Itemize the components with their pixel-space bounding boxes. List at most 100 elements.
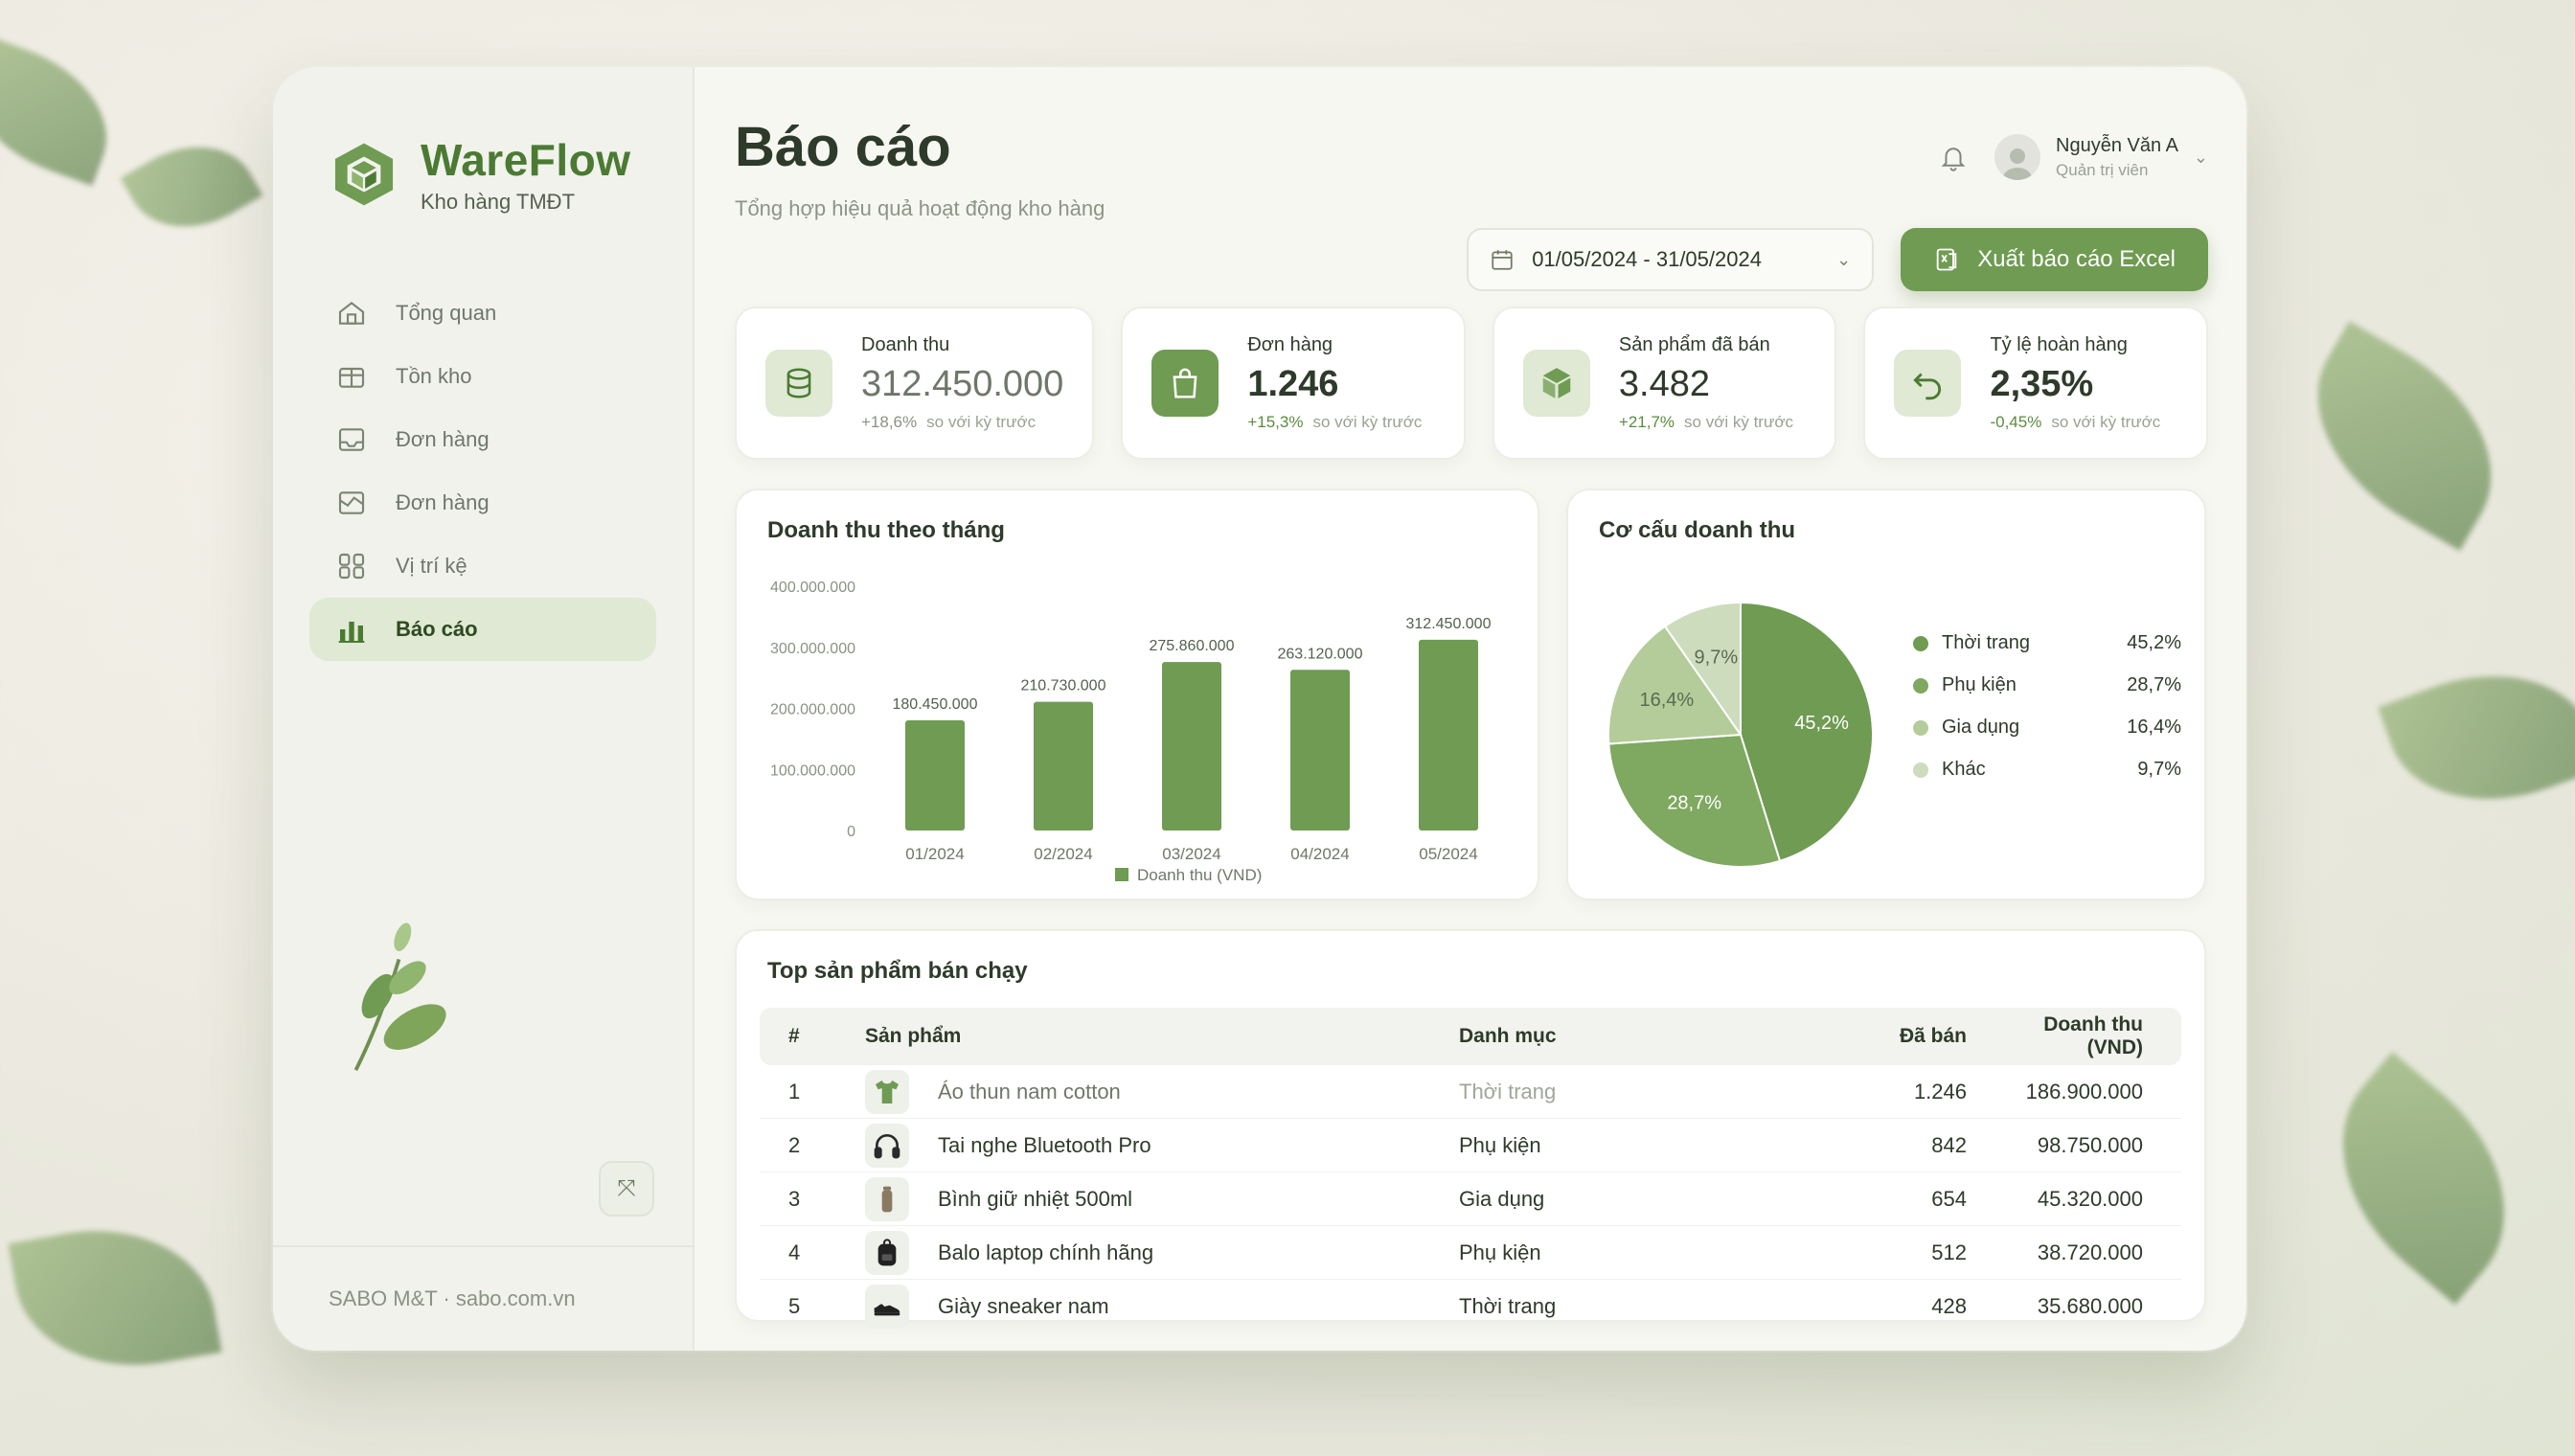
kpi-cards: Doanh thu 312.450.000 +18,6% so với kỳ tr…: [735, 307, 2209, 460]
kpi-value: 1.246: [1247, 364, 1339, 404]
date-range-value: 01/05/2024 - 31/05/2024: [1532, 247, 1762, 271]
legend-label: Gia dụng: [1942, 717, 2020, 738]
app-subtitle: Kho hàng TMĐT: [421, 190, 576, 214]
bar-data-label: 263.120.000: [1278, 646, 1363, 662]
cube-logo-icon: [334, 143, 394, 206]
date-range-picker[interactable]: 01/05/2024 - 31/05/2024 ⌄: [1467, 228, 1875, 291]
user-menu[interactable]: Nguyễn Văn A Quản trị viên ⌄: [1994, 134, 2208, 180]
row-product: Bình giữ nhiệt 500ml: [938, 1186, 1133, 1211]
y-tick-label: 100.000.000: [770, 762, 855, 779]
pie-chart-title: Cơ cấu doanh thu: [1599, 517, 1796, 543]
kpi-label: Sản phẩm đã bán: [1618, 334, 1770, 355]
legend-entry[interactable]: Thời trang 45,2%: [1913, 632, 2181, 654]
column-header-revenue[interactable]: Doanh thu (VND): [2043, 1013, 2143, 1058]
shopping-bag-icon: [1151, 350, 1219, 417]
legend-entry[interactable]: Khác 9,7%: [1913, 759, 2181, 781]
sidebar-item-label: Vị trí kệ: [396, 554, 467, 578]
row-category: Thời trang: [1459, 1079, 1557, 1103]
row-revenue: 98.750.000: [2037, 1132, 2143, 1157]
sidebar-item-orders-2[interactable]: Đơn hàng: [309, 471, 656, 535]
legend-label: Doanh thu (VND): [1137, 866, 1262, 884]
kpi-value: 312.450.000: [861, 364, 1064, 404]
y-tick-label: 300.000.000: [770, 641, 855, 657]
bar[interactable]: [1162, 662, 1221, 830]
row-sold: 1.246: [1913, 1079, 1967, 1103]
sidebar-item-orders[interactable]: Đơn hàng: [309, 408, 656, 471]
top-products-card: Top sản phẩm bán chạy # Sản phẩm Danh mụ…: [735, 929, 2206, 1329]
table-row[interactable]: 3 Bình giữ nhiệt 500ml Gia dụng 654 45.3…: [760, 1172, 2181, 1226]
export-excel-button[interactable]: Xuất báo cáo Excel: [1901, 228, 2208, 291]
sneaker-icon: [865, 1285, 909, 1329]
row-sold: 842: [1931, 1132, 1967, 1157]
pie-slice[interactable]: [1607, 625, 1743, 745]
legend-entry[interactable]: Gia dụng 16,4%: [1913, 717, 2181, 739]
pie-slice[interactable]: [1607, 733, 1782, 868]
bar[interactable]: [905, 719, 965, 830]
box-icon: [338, 367, 365, 388]
page-title: Báo cáo: [735, 116, 951, 178]
inbox-icon: [338, 428, 365, 451]
background-leaf: [2378, 642, 2575, 833]
table-row[interactable]: 1 Áo thun nam cotton Thời trang 1.246 18…: [760, 1065, 2181, 1119]
sidebar-item-overview[interactable]: Tổng quan: [309, 282, 656, 345]
legend-swatch: [1913, 762, 1928, 778]
sidebar-item-label: Báo cáo: [396, 617, 478, 641]
kpi-card-return-rate[interactable]: Tỷ lệ hoàn hàng 2,35% -0,45% so với kỳ tr…: [1863, 307, 2209, 460]
column-header-rank[interactable]: #: [788, 1025, 800, 1047]
sidebar-item-label: Tổng quan: [396, 301, 497, 325]
bar[interactable]: [1290, 670, 1350, 830]
calendar-icon: [1492, 250, 1513, 270]
bar[interactable]: [1419, 639, 1478, 830]
row-category: Phụ kiện: [1459, 1240, 1541, 1264]
sidebar-footer: SABO M&T · sabo.com.vn: [273, 1245, 693, 1351]
headphones-icon: [865, 1123, 909, 1168]
app-name: WareFlow: [421, 135, 631, 185]
row-product: Áo thun nam cotton: [938, 1079, 1121, 1103]
main-content: Báo cáo Tổng hợp hiệu quả hoạt động kho …: [695, 67, 2246, 1351]
column-header-sold[interactable]: Đã bán: [1899, 1025, 1967, 1047]
bar[interactable]: [1034, 701, 1093, 830]
pie-slice[interactable]: [1740, 601, 1874, 863]
pie-slice[interactable]: [1663, 601, 1742, 739]
kpi-card-revenue[interactable]: Doanh thu 312.450.000 +18,6% so với kỳ tr…: [735, 307, 1095, 460]
row-sold: 512: [1931, 1240, 1967, 1264]
legend-value: 16,4%: [2127, 717, 2181, 738]
kpi-label: Đơn hàng: [1247, 334, 1333, 355]
bar-data-label: 312.450.000: [1406, 616, 1492, 632]
row-rank: 5: [788, 1294, 801, 1318]
kpi-value: 2,35%: [1990, 364, 2094, 404]
kpi-card-orders[interactable]: Đơn hàng 1.246 +15,3% so với kỳ trước: [1121, 307, 1466, 460]
row-revenue: 45.320.000: [2037, 1186, 2143, 1211]
kpi-label: Tỷ lệ hoàn hàng: [1990, 334, 2128, 355]
legend-entry[interactable]: Phụ kiện 28,7%: [1913, 674, 2181, 696]
row-category: Thời trang: [1459, 1294, 1557, 1318]
map-icon: [338, 491, 365, 514]
page-subtitle: Tổng hợp hiệu quả hoạt động kho hàng: [735, 196, 1105, 220]
sidebar-item-shelf[interactable]: Vị trí kệ: [309, 535, 656, 598]
row-rank: 1: [788, 1079, 801, 1103]
sidebar-item-inventory[interactable]: Tồn kho: [309, 345, 656, 408]
sidebar-item-reports[interactable]: Báo cáo: [309, 598, 656, 661]
kpi-delta: -0,45%: [1990, 413, 2042, 431]
plant-sprig-icon: [353, 922, 446, 1072]
row-rank: 4: [788, 1240, 801, 1264]
x-tick-label: 02/2024: [1034, 845, 1092, 863]
monthly-revenue-bar-chart: 0 100.000.000 200.000.000 300.000.000 400.00…: [770, 580, 1492, 884]
table-row[interactable]: 2 Tai nghe Bluetooth Pro Phụ kiện 842 98…: [760, 1119, 2181, 1172]
table-row[interactable]: 4 Balo laptop chính hãng Phụ kiện 512 38…: [760, 1226, 2181, 1280]
column-header-category[interactable]: Danh mục: [1459, 1025, 1557, 1047]
pie-slice-label: 9,7%: [1695, 647, 1739, 668]
legend-value: 9,7%: [2137, 759, 2181, 780]
collapse-sidebar-button[interactable]: ⤧: [599, 1161, 654, 1217]
brand[interactable]: WareFlow Kho hàng TMĐT: [329, 134, 656, 215]
bar-data-label: 210.730.000: [1021, 678, 1106, 694]
row-category: Phụ kiện: [1459, 1132, 1541, 1157]
kpi-card-products-sold[interactable]: Sản phẩm đã bán 3.482 +21,7% so với kỳ tr…: [1492, 307, 1837, 460]
legend-label: Khác: [1942, 759, 1986, 780]
bell-icon[interactable]: [1939, 143, 1968, 171]
bottle-icon: [865, 1176, 909, 1221]
column-header-product[interactable]: Sản phẩm: [865, 1025, 962, 1047]
table-row[interactable]: 5 Giày sneaker nam Thời trang 428 35.680…: [760, 1280, 2181, 1333]
legend-label: Thời trang: [1942, 632, 2031, 653]
legend-label: Phụ kiện: [1942, 674, 2017, 695]
